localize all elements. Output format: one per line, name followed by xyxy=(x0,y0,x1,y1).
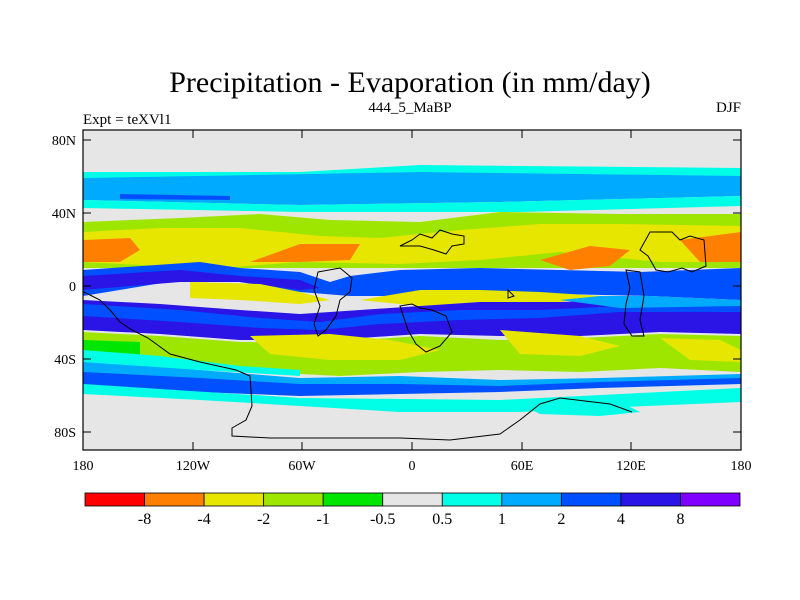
colorbar-label: -2 xyxy=(257,511,270,528)
colorbar-label: 1 xyxy=(498,511,506,528)
colorbar: -8 -4 -2 -1 -0.5 0.5 1 2 4 8 xyxy=(84,492,741,528)
map-title: Precipitation - Evaporation (in mm/day) xyxy=(169,66,651,99)
colorbar-swatch xyxy=(620,492,681,507)
colorbar-swatch xyxy=(203,492,265,507)
lat-label: 80N xyxy=(52,134,76,149)
lon-label: 60E xyxy=(511,459,534,474)
lon-label: 120E xyxy=(616,459,646,474)
colorbar-label: -0.5 xyxy=(370,511,395,528)
axis-ticks xyxy=(82,130,742,450)
lat-label: 40S xyxy=(54,353,76,368)
colorbar-label: -1 xyxy=(317,511,330,528)
colorbar-swatch xyxy=(441,492,503,507)
colorbar-label: 8 xyxy=(676,511,684,528)
lon-label: 60W xyxy=(288,459,316,474)
colorbar-swatch xyxy=(680,492,741,507)
lon-label: 180 xyxy=(73,459,94,474)
lon-label: 0 xyxy=(409,459,416,474)
colorbar-swatch xyxy=(263,492,324,507)
colorbar-label: 2 xyxy=(557,511,565,528)
colorbar-label: 4 xyxy=(617,511,625,528)
colorbar-swatch xyxy=(144,492,205,507)
colorbar-label: -4 xyxy=(197,511,210,528)
colorbar-swatch xyxy=(84,492,145,507)
lat-label: 0 xyxy=(69,280,76,295)
map-subtitle: 444_5_MaBP xyxy=(368,100,451,116)
colorbar-swatch xyxy=(322,492,384,507)
colorbar-swatch xyxy=(501,492,562,507)
colorbar-label: 0.5 xyxy=(432,511,452,528)
colorbar-label: -8 xyxy=(138,511,151,528)
season-label: DJF xyxy=(716,100,741,116)
colorbar-swatch xyxy=(382,492,443,507)
lat-label: 80S xyxy=(54,426,76,441)
lon-label: 180 xyxy=(731,459,752,474)
colorbar-swatch xyxy=(560,492,622,507)
lat-label: 40N xyxy=(52,207,76,222)
map-field xyxy=(83,130,741,450)
lon-label: 120W xyxy=(176,459,211,474)
experiment-label: Expt = teXVl1 xyxy=(83,112,171,128)
